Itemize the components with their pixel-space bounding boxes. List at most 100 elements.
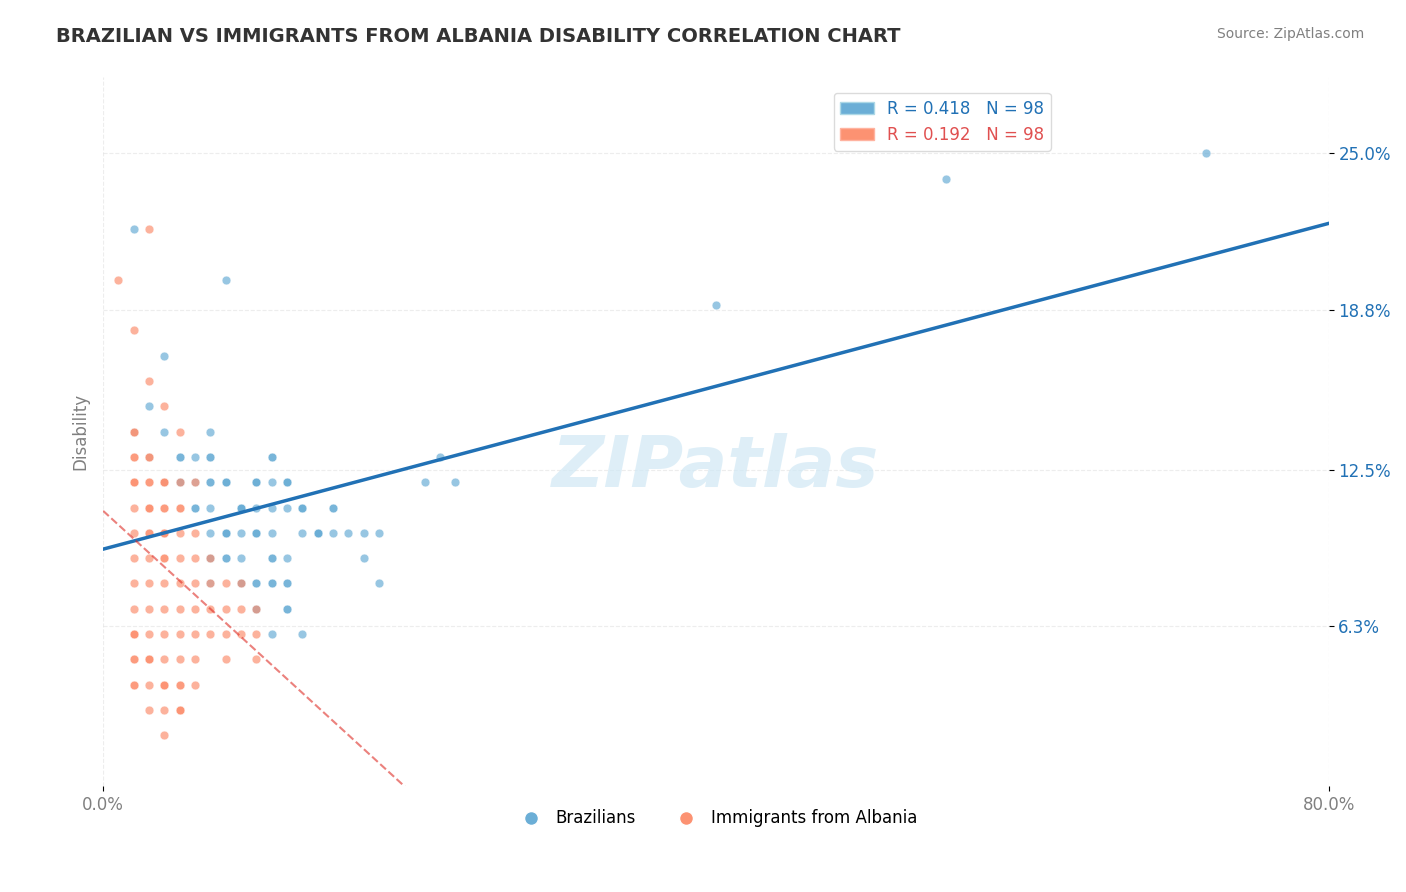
- Point: [291, 500, 314, 515]
- Point: [122, 475, 145, 490]
- Point: [138, 400, 160, 414]
- Point: [169, 475, 191, 490]
- Point: [153, 475, 176, 490]
- Point: [215, 627, 238, 641]
- Point: [169, 703, 191, 717]
- Point: [122, 450, 145, 464]
- Point: [291, 500, 314, 515]
- Point: [122, 475, 145, 490]
- Point: [184, 576, 207, 591]
- Point: [169, 601, 191, 615]
- Point: [260, 450, 283, 464]
- Point: [276, 576, 298, 591]
- Point: [153, 525, 176, 540]
- Point: [276, 475, 298, 490]
- Point: [229, 551, 252, 566]
- Point: [138, 677, 160, 691]
- Point: [153, 601, 176, 615]
- Point: [229, 627, 252, 641]
- Point: [122, 323, 145, 337]
- Point: [138, 374, 160, 388]
- Point: [245, 627, 267, 641]
- Point: [169, 525, 191, 540]
- Point: [184, 475, 207, 490]
- Point: [200, 475, 222, 490]
- Point: [260, 627, 283, 641]
- Point: [138, 652, 160, 666]
- Point: [229, 601, 252, 615]
- Point: [122, 652, 145, 666]
- Point: [429, 450, 451, 464]
- Point: [122, 601, 145, 615]
- Point: [169, 627, 191, 641]
- Point: [184, 525, 207, 540]
- Point: [322, 500, 344, 515]
- Point: [184, 500, 207, 515]
- Point: [215, 525, 238, 540]
- Point: [200, 525, 222, 540]
- Point: [153, 627, 176, 641]
- Point: [169, 703, 191, 717]
- Point: [245, 601, 267, 615]
- Point: [153, 475, 176, 490]
- Point: [138, 703, 160, 717]
- Point: [153, 703, 176, 717]
- Point: [200, 450, 222, 464]
- Point: [307, 525, 329, 540]
- Point: [200, 551, 222, 566]
- Point: [138, 652, 160, 666]
- Point: [138, 652, 160, 666]
- Point: [184, 627, 207, 641]
- Point: [122, 551, 145, 566]
- Point: [169, 425, 191, 439]
- Text: BRAZILIAN VS IMMIGRANTS FROM ALBANIA DISABILITY CORRELATION CHART: BRAZILIAN VS IMMIGRANTS FROM ALBANIA DIS…: [56, 27, 901, 45]
- Point: [200, 425, 222, 439]
- Point: [260, 450, 283, 464]
- Point: [153, 349, 176, 363]
- Point: [229, 500, 252, 515]
- Point: [122, 525, 145, 540]
- Point: [138, 627, 160, 641]
- Point: [245, 652, 267, 666]
- Point: [107, 273, 129, 287]
- Point: [245, 576, 267, 591]
- Point: [122, 425, 145, 439]
- Point: [122, 500, 145, 515]
- Point: [169, 677, 191, 691]
- Point: [153, 677, 176, 691]
- Point: [122, 425, 145, 439]
- Text: ZIPatlas: ZIPatlas: [553, 433, 880, 501]
- Point: [153, 500, 176, 515]
- Point: [169, 475, 191, 490]
- Point: [935, 171, 957, 186]
- Point: [367, 576, 389, 591]
- Point: [215, 525, 238, 540]
- Point: [276, 601, 298, 615]
- Point: [200, 601, 222, 615]
- Point: [138, 601, 160, 615]
- Point: [229, 500, 252, 515]
- Point: [215, 652, 238, 666]
- Point: [122, 576, 145, 591]
- Point: [153, 425, 176, 439]
- Point: [122, 222, 145, 236]
- Point: [122, 652, 145, 666]
- Point: [122, 425, 145, 439]
- Point: [307, 525, 329, 540]
- Point: [229, 525, 252, 540]
- Point: [704, 298, 727, 312]
- Point: [153, 677, 176, 691]
- Point: [169, 450, 191, 464]
- Point: [184, 652, 207, 666]
- Point: [245, 576, 267, 591]
- Point: [229, 576, 252, 591]
- Point: [138, 525, 160, 540]
- Point: [215, 551, 238, 566]
- Point: [215, 475, 238, 490]
- Point: [322, 525, 344, 540]
- Point: [200, 551, 222, 566]
- Point: [138, 475, 160, 490]
- Point: [153, 500, 176, 515]
- Point: [122, 627, 145, 641]
- Point: [169, 576, 191, 591]
